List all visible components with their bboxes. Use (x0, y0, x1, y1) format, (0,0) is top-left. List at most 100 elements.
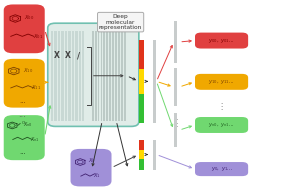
Text: $y_0,\ y_1$...: $y_0,\ y_1$... (210, 165, 233, 173)
Bar (139, 92, 144, 94)
Bar (139, 100, 144, 102)
Bar (75, 31, 77, 121)
Bar (139, 110, 144, 112)
Bar (177, 68, 178, 106)
Bar (139, 108, 144, 110)
Text: Deep
molecular
representation: Deep molecular representation (99, 14, 142, 30)
Bar (139, 79, 144, 81)
FancyBboxPatch shape (4, 59, 45, 108)
Text: $X_{00}$: $X_{00}$ (24, 13, 35, 22)
Bar (103, 31, 105, 121)
Bar (139, 61, 144, 63)
Bar (139, 160, 144, 161)
Text: $y_{00},\ y_{01}$...: $y_{00},\ y_{01}$... (208, 36, 235, 45)
Bar (174, 113, 175, 147)
Bar (139, 116, 144, 119)
Bar (139, 98, 144, 100)
Bar (139, 96, 144, 98)
Bar (139, 140, 144, 141)
Bar (139, 150, 144, 151)
Bar (139, 90, 144, 92)
Bar (139, 50, 144, 53)
Bar (175, 113, 176, 147)
Bar (139, 168, 144, 169)
Bar (101, 31, 102, 121)
Bar (139, 157, 144, 158)
FancyBboxPatch shape (48, 23, 139, 126)
Bar (139, 94, 144, 96)
Text: X: X (54, 51, 60, 60)
Bar (72, 31, 74, 121)
Bar (139, 146, 144, 147)
Bar (65, 31, 67, 121)
FancyBboxPatch shape (195, 33, 248, 49)
Bar (139, 166, 144, 167)
FancyBboxPatch shape (70, 149, 112, 186)
Text: $y_{10},\ y_{11}$...: $y_{10},\ y_{11}$... (208, 78, 235, 86)
Text: .: . (221, 102, 223, 108)
Bar (139, 67, 144, 69)
Bar (139, 46, 144, 48)
Bar (106, 31, 108, 121)
Bar (139, 69, 144, 71)
Bar (139, 59, 144, 61)
Bar (79, 31, 81, 121)
Text: .: . (175, 115, 178, 121)
Text: ...: ... (19, 149, 26, 155)
Text: ...: ... (19, 98, 26, 104)
Bar (139, 88, 144, 90)
Bar (152, 139, 153, 170)
FancyBboxPatch shape (195, 162, 248, 176)
Bar (175, 21, 176, 63)
Bar (152, 40, 153, 123)
Text: $X_{0}$: $X_{0}$ (88, 156, 96, 165)
FancyBboxPatch shape (195, 74, 248, 90)
Text: .: . (175, 122, 178, 129)
Bar (139, 163, 144, 164)
Bar (139, 158, 144, 159)
Bar (139, 154, 144, 155)
Bar (139, 73, 144, 75)
Bar (61, 31, 63, 121)
Bar (175, 68, 176, 106)
Text: O: O (22, 121, 25, 125)
Bar (121, 31, 123, 121)
Bar (98, 31, 99, 121)
Text: $X_{n0}$: $X_{n0}$ (23, 120, 32, 129)
Text: .: . (221, 105, 223, 111)
Text: ...: ... (19, 110, 27, 119)
Bar (155, 139, 156, 170)
Bar (139, 142, 144, 143)
Bar (177, 21, 178, 63)
Bar (139, 164, 144, 165)
Bar (139, 63, 144, 65)
Bar (58, 31, 60, 121)
Text: $X_{1}$: $X_{1}$ (93, 171, 101, 180)
Bar (139, 83, 144, 85)
Bar (174, 21, 175, 63)
FancyBboxPatch shape (4, 5, 45, 53)
Bar (139, 153, 144, 154)
Bar (139, 169, 144, 170)
Bar (95, 31, 97, 121)
Bar (139, 112, 144, 114)
Bar (177, 113, 178, 147)
Text: .: . (221, 99, 223, 105)
Bar (139, 149, 144, 150)
Bar (139, 65, 144, 67)
Bar (139, 139, 144, 140)
Text: $X_{10}$: $X_{10}$ (23, 66, 33, 75)
Bar (139, 121, 144, 123)
Text: .: . (175, 119, 178, 125)
Bar (174, 68, 175, 106)
Bar (115, 31, 117, 121)
Bar (139, 141, 144, 142)
Bar (109, 31, 111, 121)
Bar (154, 139, 155, 170)
Bar (139, 81, 144, 83)
Bar (139, 48, 144, 50)
Bar (92, 31, 94, 121)
Bar (139, 165, 144, 166)
Bar (139, 44, 144, 46)
Text: $X_{01}$: $X_{01}$ (33, 32, 43, 41)
